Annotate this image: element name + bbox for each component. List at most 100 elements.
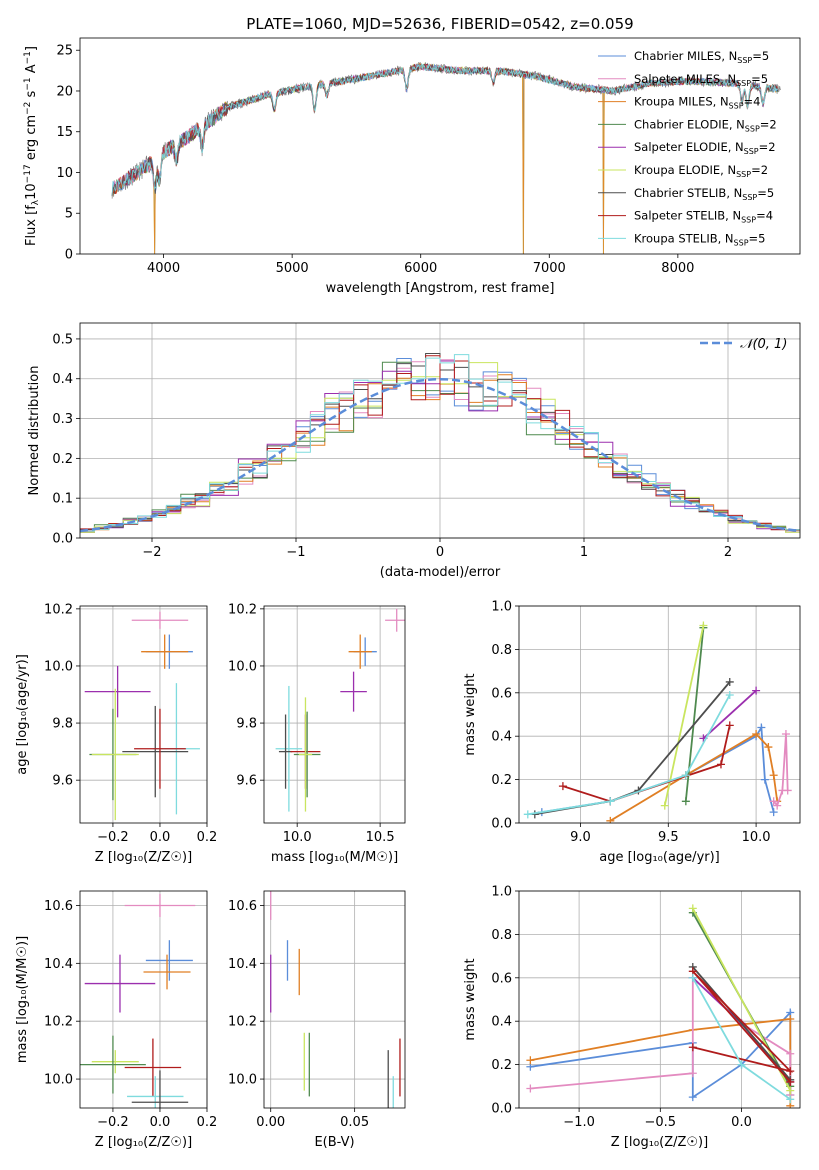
x-tick-label: 9.0 <box>570 830 591 845</box>
y-axis-label-part: −17 <box>23 164 33 183</box>
legend-label-salpeter_elodie: Salpeter ELODIE, NSSP=2 <box>634 140 776 156</box>
x-tick-label: 6000 <box>404 261 437 276</box>
x-tick-label: 0.00 <box>256 1115 285 1130</box>
x-tick-label: 5000 <box>276 261 309 276</box>
spectrum-lines <box>111 62 781 254</box>
mass_vs_ebv-axes: 0.00 0.05 10.0 10.2 10.4 10.6 E(B-V) <box>228 891 405 1150</box>
y-tick-label: 1.0 <box>491 600 512 615</box>
spectrum-frame <box>79 37 801 255</box>
marker-salpeter_miles <box>783 786 792 795</box>
normal-curve <box>80 377 800 533</box>
legend-label-sub: SSP <box>736 79 751 88</box>
y-tick-label: 10.2 <box>44 602 73 617</box>
weight_vs_age-frame <box>518 605 801 824</box>
age_vs_mass-frame <box>263 605 406 824</box>
marker-salpeter_elodie <box>752 686 761 695</box>
series-salpeter_elodie <box>702 689 757 740</box>
marker-salpeter_miles <box>773 801 782 810</box>
y-tick-label: 10.4 <box>44 957 73 972</box>
legend-label-sub: SSP <box>729 102 744 111</box>
errorbar-kroupa_elodie <box>298 697 313 812</box>
y-tick-label: 10.2 <box>228 1015 257 1030</box>
legend-label-base: Salpeter ELODIE, N <box>634 140 744 154</box>
age_vs_Z-points <box>84 611 200 821</box>
weight_vs_Z-frame <box>518 890 801 1109</box>
marker-salpeter_miles <box>688 1069 697 1078</box>
y-tick-label: 20 <box>56 84 73 99</box>
legend-label-sub: SSP <box>744 147 759 156</box>
x-tick-label: −0.2 <box>97 830 129 845</box>
weight_vs_Z-lines <box>526 904 795 1108</box>
y-tick-label: 15 <box>56 125 73 140</box>
marker-kroupa_stelib <box>725 690 734 699</box>
y-tick-label: 10 <box>56 166 73 181</box>
x-axis-label: mass [log₁₀(M/M☉)] <box>271 850 398 865</box>
weight_vs_Z-axes: −1.0 −0.5 0.0 0.0 0.2 0.4 0.6 0.8 1.0 Z [log₁₀(Z/… <box>463 885 800 1150</box>
marker-salpeter_miles <box>769 797 778 806</box>
y-tick-label: 0.4 <box>491 730 512 745</box>
y-tick-label: 0.5 <box>52 332 73 347</box>
y-axis-label-part: s <box>24 90 39 101</box>
series-salpeter_stelib <box>692 970 794 1083</box>
y-tick-label: 0.1 <box>52 492 73 507</box>
marker-salpeter_stelib <box>716 760 725 769</box>
spectrum-data <box>111 62 781 254</box>
marker-kroupa_elodie <box>786 1086 795 1095</box>
legend-label-base: Kroupa STELIB, N <box>634 231 734 245</box>
y-tick-label: 10.0 <box>44 1073 73 1088</box>
legend-label-base: Chabrier STELIB, N <box>634 186 742 200</box>
marker-chabrier_miles <box>769 808 778 817</box>
x-tick-label: 8000 <box>661 261 694 276</box>
x-axis-label: wavelength [Angstrom, rest frame] <box>326 281 555 296</box>
marker-kroupa_miles <box>752 730 761 739</box>
y-axis-label-part: 10 <box>24 183 39 200</box>
errorbar-salpeter_stelib <box>124 1038 182 1097</box>
x-tick-label: 0.0 <box>150 1115 171 1130</box>
marker-kroupa_elodie <box>660 801 669 810</box>
y-tick-label: 0.8 <box>491 643 512 658</box>
y-tick-label: 10.4 <box>228 957 257 972</box>
legend-label-n: =2 <box>751 163 768 177</box>
y-tick-label: 0.4 <box>52 372 73 387</box>
age_vs_mass-axes: 10.0 10.5 9.6 9.8 10.0 10.2 mass [log₁₀(M/M☉)] <box>228 602 405 865</box>
residual_hist-axes: −2 −1 0 1 2 0.0 0.1 0.2 0.3 0.4 0.5 (data-model)/er… <box>27 323 800 580</box>
age_vs_mass-points <box>275 608 405 812</box>
y-axis-label: Flux [fλ10−17 erg cm−2 s−1 A−1] <box>23 46 41 246</box>
marker-salpeter_stelib <box>786 1077 795 1086</box>
legend-label-sub: SSP <box>736 170 751 179</box>
marker-chabrier_miles <box>757 723 766 732</box>
mass_vs_ebv-frame <box>263 890 406 1109</box>
y-tick-label: 9.6 <box>236 774 257 789</box>
mass_vs_Z-frame <box>79 890 208 1109</box>
y-axis-label-part: −2 <box>23 102 33 115</box>
marker-kroupa_stelib <box>737 1060 746 1069</box>
y-tick-label: 0.0 <box>491 1102 512 1117</box>
y-axis-label-part: λ <box>31 199 41 205</box>
legend-label-sub: SSP <box>742 193 757 202</box>
x-tick-label: 0.05 <box>340 1115 369 1130</box>
x-tick-label: 0.0 <box>731 1115 752 1130</box>
legend-label-base: Kroupa ELODIE, N <box>634 163 736 177</box>
y-tick-label: 0.2 <box>491 1058 512 1073</box>
hist-kroupa_stelib <box>80 354 800 534</box>
legend-label-sub: SSP <box>734 238 749 247</box>
weight_vs_age-lines <box>523 621 792 823</box>
legend-label-n: =5 <box>752 49 769 63</box>
y-tick-label: 0 <box>65 248 73 263</box>
errorbar-salpeter_miles <box>385 608 405 632</box>
errorbar-chabrier_stelib <box>131 1070 189 1108</box>
y-axis-label-part: −1 <box>23 77 33 90</box>
weight_vs_age-axes: 9.0 9.5 10.0 0.0 0.2 0.4 0.6 0.8 1.0 age [log₁₀(a… <box>463 600 800 865</box>
y-tick-label: 0.2 <box>52 452 73 467</box>
errorbar-kroupa_stelib <box>275 685 303 812</box>
marker-kroupa_stelib <box>523 810 532 819</box>
legend-label-chabrier_miles: Chabrier MILES, NSSP=5 <box>634 49 769 65</box>
y-tick-label: 10.2 <box>44 1015 73 1030</box>
x-axis-label: (data-model)/error <box>380 565 501 580</box>
series-chabrier_stelib <box>692 966 791 1081</box>
x-tick-label: 7000 <box>533 261 566 276</box>
x-tick-label: 0.0 <box>150 830 171 845</box>
legend-label-base: Chabrier ELODIE, N <box>634 117 745 131</box>
x-tick-label: 10.0 <box>283 830 312 845</box>
